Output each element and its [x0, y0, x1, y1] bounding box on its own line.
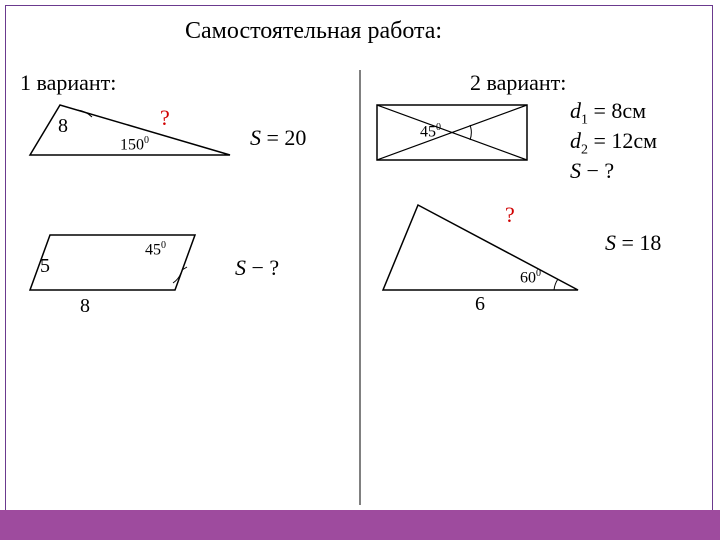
variant1-heading: 1 вариант:	[20, 70, 116, 96]
v2p1-angle: 450	[420, 122, 441, 141]
v2p1-d1-var: d	[570, 98, 581, 123]
v2p1-d1-sub: 1	[581, 112, 588, 127]
v2p1-d2: d2 = 12см	[570, 128, 657, 158]
variant2-heading: 2 вариант:	[470, 70, 566, 96]
v2p1-angle-deg: 0	[436, 122, 441, 133]
v2p1-angle-num: 45	[420, 123, 436, 140]
v1p2-formula-rest: − ?	[246, 255, 279, 280]
v1p1-unknown: ?	[160, 105, 170, 131]
v2p2-formula-var: S	[605, 230, 616, 255]
v1p2-angle: 450	[145, 240, 166, 259]
v1p1-angle-deg: 0	[144, 135, 149, 146]
v2p2-base-6: 6	[475, 293, 485, 316]
v2p2-formula-val: 18	[639, 230, 661, 255]
v1p1-formula-val: 20	[284, 125, 306, 150]
v2p1-s-rest: − ?	[581, 158, 614, 183]
v1p1-side-8: 8	[58, 115, 68, 138]
v2p2-angle-num: 60	[520, 269, 536, 286]
v1p2-formula: S − ?	[235, 255, 279, 281]
v1p2-formula-var: S	[235, 255, 246, 280]
v1p1-formula-var: S	[250, 125, 261, 150]
v2p1-d2-sub: 2	[581, 142, 588, 157]
v1p1-angle: 1500	[120, 135, 149, 154]
v1p1-formula-eq: =	[261, 125, 284, 150]
v2p1-d1-rest: = 8см	[588, 98, 646, 123]
v1p1-formula: S = 20	[250, 125, 306, 151]
v1p2-angle-deg: 0	[161, 240, 166, 251]
v2p1-d2-rest: = 12см	[588, 128, 657, 153]
v2p2-formula-eq: =	[616, 230, 639, 255]
v2p1-s-var: S	[570, 158, 581, 183]
v1p2-figure	[20, 225, 220, 305]
v1p2-side-5: 5	[40, 255, 50, 278]
v2p2-unknown: ?	[505, 202, 515, 228]
v2p2-angle: 600	[520, 268, 541, 287]
v2p1-d2-var: d	[570, 128, 581, 153]
v2p1-s: S − ?	[570, 158, 614, 184]
v2p1-d1: d1 = 8см	[570, 98, 646, 128]
v1p2-side-8: 8	[80, 295, 90, 318]
v2p2-figure	[378, 200, 598, 300]
v2p1-figure	[372, 100, 542, 170]
v1p1-angle-num: 150	[120, 136, 144, 153]
v1p2-angle-num: 45	[145, 241, 161, 258]
v2p2-formula: S = 18	[605, 230, 661, 256]
v2p2-angle-deg: 0	[536, 268, 541, 279]
